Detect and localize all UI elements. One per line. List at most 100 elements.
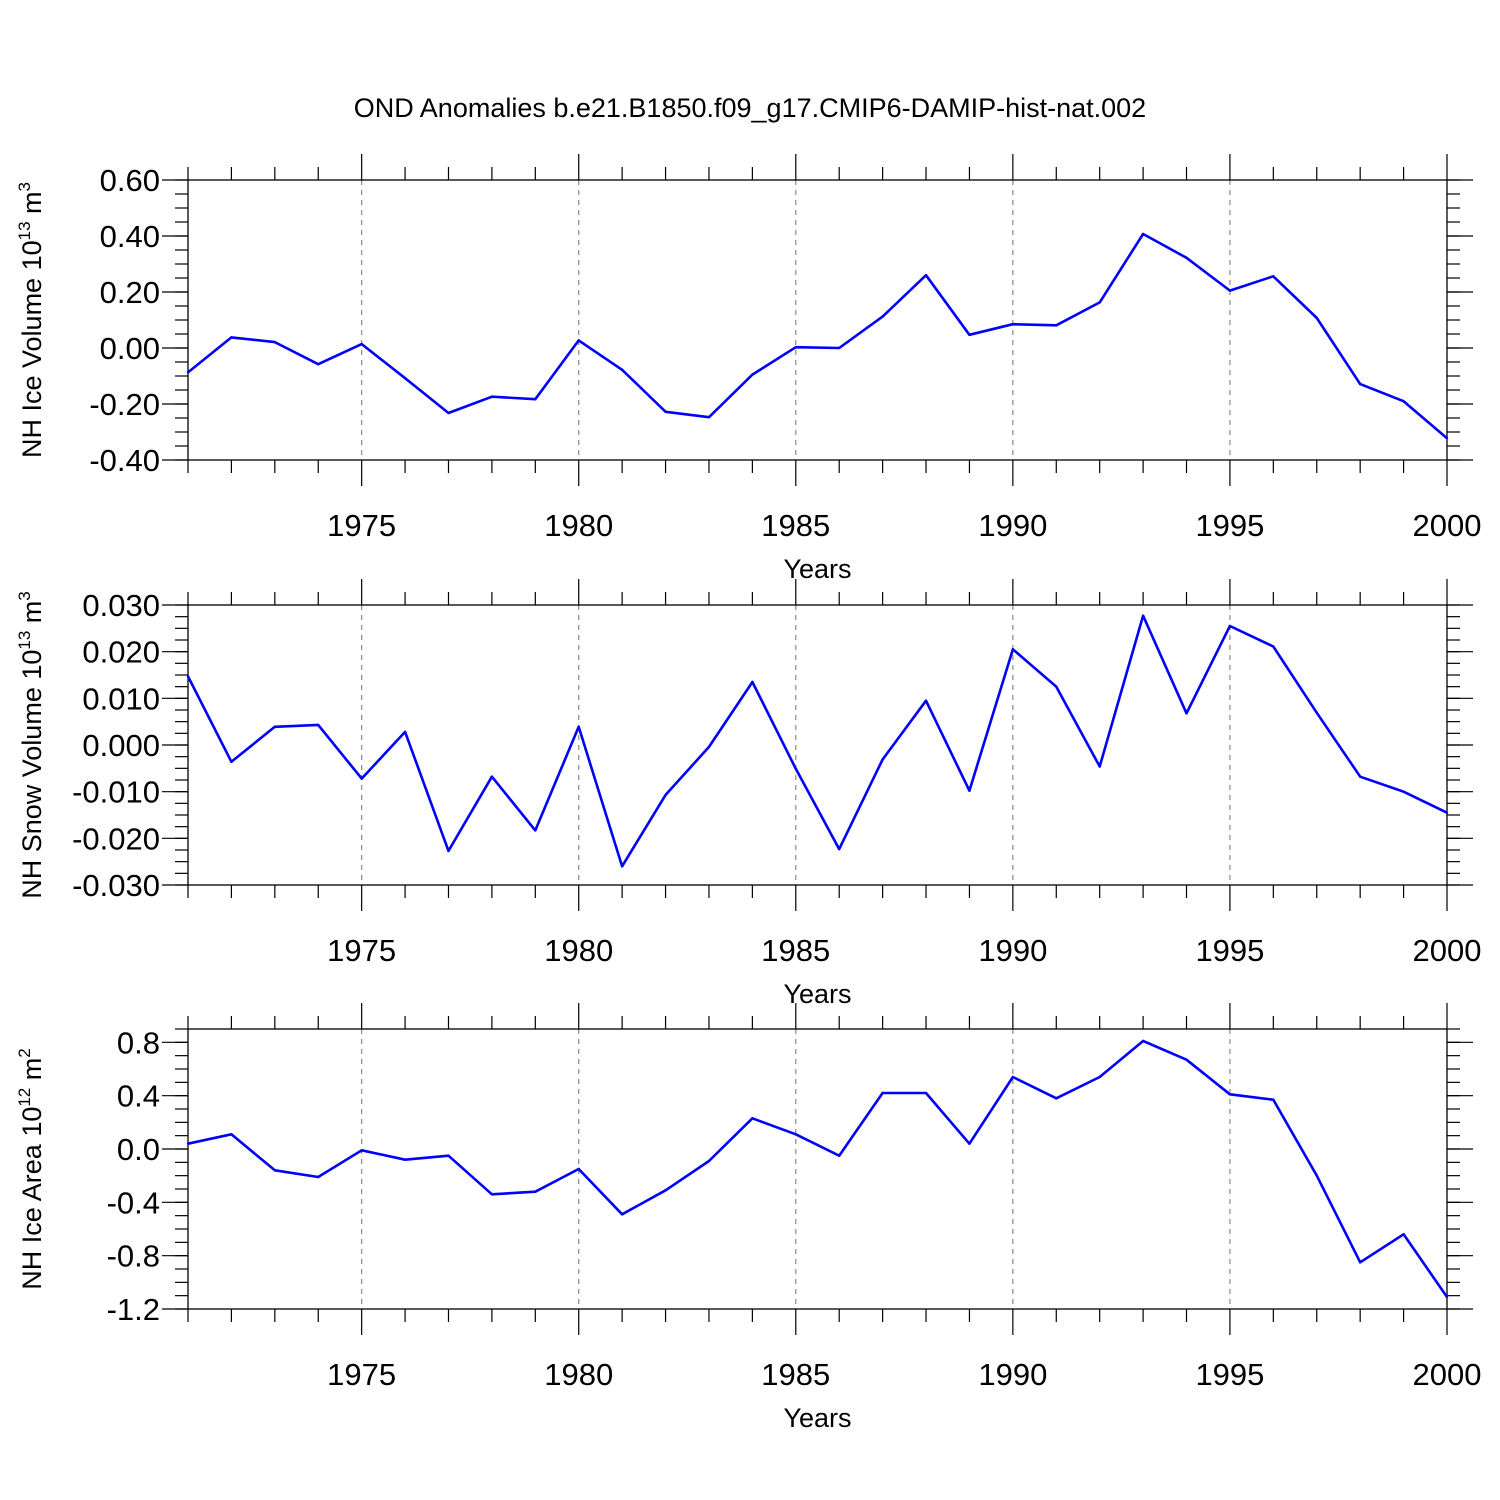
series-line-ice-area — [187, 1039, 1449, 1298]
data-point — [360, 1149, 363, 1152]
y-tick-label: -1.2 — [107, 1292, 160, 1327]
x-tick-label: 1985 — [761, 933, 830, 968]
series-line-ice-volume — [187, 232, 1448, 440]
y-axis-title-unit-exp: 3 — [15, 591, 34, 600]
data-point — [664, 793, 667, 797]
x-tick-label: 2000 — [1413, 933, 1482, 968]
data-point — [403, 1158, 407, 1161]
x-tick-label: 1980 — [544, 1357, 613, 1392]
x-tick-label: 1990 — [978, 933, 1047, 968]
data-point — [1185, 712, 1188, 715]
y-tick-label: 0.010 — [82, 681, 160, 716]
y-axis-title-base: NH Ice Volume 10 — [17, 240, 47, 458]
y-tick-label: -0.40 — [89, 443, 160, 478]
data-point — [1011, 1075, 1015, 1079]
data-point — [881, 315, 884, 318]
data-point — [1055, 685, 1058, 688]
y-tick-label: 0.00 — [100, 331, 160, 366]
x-tick-label: 1975 — [327, 933, 396, 968]
y-axis-title-base: NH Snow Volume 10 — [17, 650, 47, 899]
x-axis-title: Years — [783, 554, 851, 584]
data-point — [1141, 1039, 1145, 1043]
x-tick-label: 1995 — [1195, 508, 1264, 543]
data-point — [620, 1213, 624, 1216]
data-point — [1358, 775, 1362, 778]
x-tick-label: 1995 — [1195, 1357, 1264, 1392]
plot-frame — [187, 604, 1448, 886]
y-tick-label: 0.4 — [117, 1079, 160, 1114]
x-tick-label: 1995 — [1195, 933, 1264, 968]
data-point — [1272, 275, 1275, 278]
y-axis-title-exp: 13 — [15, 631, 34, 650]
x-tick-label: 1975 — [327, 1357, 396, 1392]
y-tick-label: 0.000 — [82, 728, 160, 763]
data-point — [1185, 1058, 1188, 1061]
data-point — [273, 725, 277, 728]
x-tick-label: 1985 — [761, 1357, 830, 1392]
data-point — [1011, 323, 1015, 326]
panel-ice-area: -1.2 -0.8 -0.4 0.0 0.4 0.8 1975 1980 1985 1990 199… — [15, 1003, 1481, 1433]
data-point — [1358, 1261, 1362, 1264]
y-tick-label: -0.4 — [107, 1185, 160, 1220]
data-point — [751, 680, 754, 684]
data-point — [707, 415, 711, 419]
data-point — [230, 1133, 233, 1136]
data-point — [534, 829, 537, 832]
data-point — [968, 789, 971, 792]
data-point — [751, 1117, 754, 1120]
data-point — [1098, 765, 1101, 768]
data-point — [1315, 316, 1318, 320]
data-point — [794, 345, 797, 349]
data-point — [620, 368, 624, 372]
y-tick-label: 0.030 — [82, 588, 160, 623]
data-point — [1228, 289, 1232, 292]
data-point — [230, 760, 233, 763]
x-tick-label: 2000 — [1413, 508, 1482, 543]
data-point — [1098, 1075, 1101, 1079]
x-axis-title: Years — [783, 1403, 851, 1433]
data-point — [1315, 711, 1318, 714]
x-tick-label: 1990 — [978, 1357, 1047, 1392]
data-point — [881, 758, 884, 761]
data-point — [447, 411, 450, 415]
x-tick-label: 1985 — [761, 508, 830, 543]
data-point — [1185, 256, 1188, 260]
x-tick-label: 1990 — [978, 508, 1047, 543]
y-tick-label: -0.010 — [72, 775, 160, 810]
figure-title: OND Anomalies b.e21.B1850.f09_g17.CMIP6-… — [354, 93, 1146, 123]
data-point — [620, 865, 624, 868]
data-point — [534, 398, 537, 401]
data-point — [664, 410, 667, 414]
data-point — [577, 1167, 580, 1171]
data-point — [1315, 1174, 1318, 1177]
data-point — [186, 675, 190, 678]
data-point — [794, 767, 797, 770]
y-tick-label: -0.8 — [107, 1239, 160, 1274]
data-point — [490, 395, 494, 398]
data-point — [273, 340, 277, 344]
data-point — [881, 1091, 884, 1095]
x-tick-label: 1975 — [327, 508, 396, 543]
y-tick-label: -0.020 — [72, 821, 160, 856]
y-axis-title-unit: m — [17, 601, 47, 631]
y-tick-label: -0.030 — [72, 868, 160, 903]
data-point — [1055, 324, 1058, 327]
y-tick-label: 0.60 — [100, 163, 160, 198]
y-axis-title-unit: m — [17, 191, 47, 221]
data-point — [360, 342, 363, 346]
x-axis-title: Years — [783, 979, 851, 1009]
panel-snow-volume: -0.030 -0.020 -0.010 0.000 0.010 0.020 0.030 19… — [15, 579, 1481, 1009]
y-axis-title: NH Ice Area 1012 m2 — [15, 1048, 47, 1289]
data-point — [1098, 301, 1101, 304]
data-point — [1228, 624, 1232, 628]
y-axis-title: NH Ice Volume 1013 m3 — [15, 182, 47, 458]
data-point — [751, 373, 754, 376]
y-axis-title-exp: 13 — [15, 221, 34, 240]
data-point — [794, 1133, 797, 1136]
y-axis-title-base: NH Ice Area 10 — [17, 1107, 47, 1290]
data-point — [1141, 614, 1145, 617]
data-point — [534, 1190, 537, 1193]
data-point — [186, 371, 190, 374]
data-point — [490, 1193, 494, 1196]
